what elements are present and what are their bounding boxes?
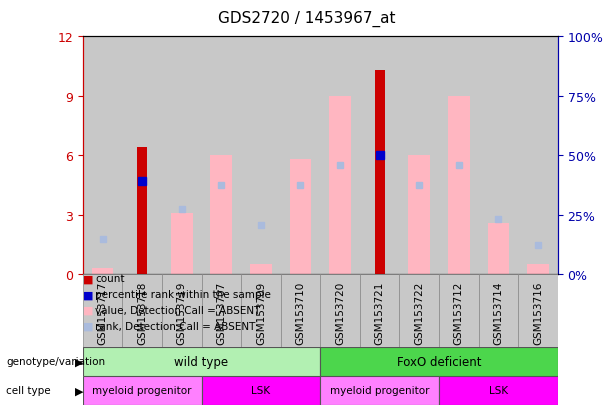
Bar	[518, 37, 558, 275]
Text: value, Detection Call = ABSENT: value, Detection Call = ABSENT	[95, 305, 261, 315]
Bar	[210, 156, 232, 275]
Bar	[171, 213, 192, 275]
Bar	[329, 97, 351, 275]
Text: ■: ■	[83, 321, 93, 331]
Text: GSM153707: GSM153707	[216, 281, 226, 344]
Text: genotype/variation: genotype/variation	[6, 356, 105, 366]
Bar	[400, 275, 439, 355]
Bar	[137, 148, 147, 275]
Bar	[360, 275, 400, 355]
Text: LSK: LSK	[489, 385, 508, 395]
Text: GSM153718: GSM153718	[137, 281, 147, 344]
Bar	[479, 275, 518, 355]
Bar	[83, 347, 321, 376]
Bar	[92, 269, 113, 275]
Bar	[241, 37, 281, 275]
Bar	[527, 265, 549, 275]
Bar	[439, 37, 479, 275]
Bar	[408, 156, 430, 275]
Text: myeloid progenitor: myeloid progenitor	[93, 385, 192, 395]
Text: ■: ■	[83, 305, 93, 315]
Bar	[250, 265, 272, 275]
Text: ■: ■	[83, 290, 93, 299]
Text: ▶: ▶	[75, 385, 83, 395]
Text: GSM153721: GSM153721	[375, 281, 385, 344]
Text: GSM153719: GSM153719	[177, 281, 187, 344]
Bar	[241, 275, 281, 355]
Text: ■: ■	[83, 274, 93, 284]
Text: FoxO deficient: FoxO deficient	[397, 355, 481, 368]
Bar	[518, 275, 558, 355]
Text: GSM153720: GSM153720	[335, 281, 345, 344]
Bar	[321, 347, 558, 376]
Bar	[448, 97, 470, 275]
Text: LSK: LSK	[251, 385, 270, 395]
Bar	[202, 376, 321, 405]
Bar	[202, 37, 241, 275]
Text: GSM153716: GSM153716	[533, 281, 543, 344]
Text: GSM153714: GSM153714	[493, 281, 503, 344]
Text: GSM153722: GSM153722	[414, 281, 424, 344]
Bar	[83, 37, 123, 275]
Bar	[123, 275, 162, 355]
Bar	[202, 275, 241, 355]
Bar	[375, 71, 384, 275]
Text: count: count	[95, 274, 124, 284]
Bar	[439, 275, 479, 355]
Text: GSM153710: GSM153710	[295, 281, 305, 344]
Bar	[162, 275, 202, 355]
Bar	[83, 376, 202, 405]
Text: GSM153712: GSM153712	[454, 281, 464, 344]
Text: wild type: wild type	[175, 355, 229, 368]
Bar	[321, 376, 439, 405]
Text: cell type: cell type	[6, 385, 51, 395]
Bar	[360, 37, 400, 275]
Bar	[162, 37, 202, 275]
Bar	[123, 37, 162, 275]
Text: GSM153709: GSM153709	[256, 281, 266, 344]
Bar	[321, 37, 360, 275]
Bar	[289, 160, 311, 275]
Bar	[487, 223, 509, 275]
Bar	[281, 37, 321, 275]
Text: ▶: ▶	[75, 356, 83, 366]
Bar	[83, 275, 123, 355]
Bar	[321, 275, 360, 355]
Bar	[400, 37, 439, 275]
Text: rank, Detection Call = ABSENT: rank, Detection Call = ABSENT	[95, 321, 256, 331]
Text: GSM153717: GSM153717	[97, 281, 107, 344]
Text: GDS2720 / 1453967_at: GDS2720 / 1453967_at	[218, 10, 395, 26]
Text: percentile rank within the sample: percentile rank within the sample	[95, 290, 271, 299]
Bar	[439, 376, 558, 405]
Bar	[281, 275, 321, 355]
Text: myeloid progenitor: myeloid progenitor	[330, 385, 430, 395]
Bar	[479, 37, 518, 275]
